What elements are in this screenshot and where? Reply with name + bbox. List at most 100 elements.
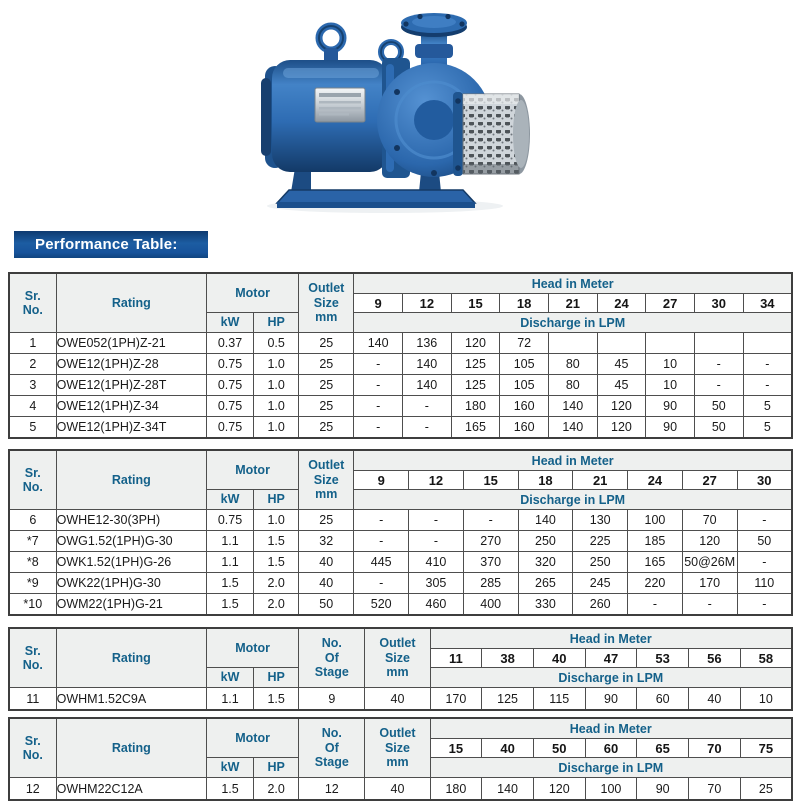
performance-table: Sr. No. Rating Motor No. Of Stage Outlet Siz…: [8, 627, 793, 711]
discharge-cell: 110: [736, 572, 793, 594]
stage-header: No. Of Stage: [298, 717, 366, 778]
kw-cell: 0.75: [205, 416, 255, 439]
head-value-header: 24: [627, 470, 683, 490]
discharge-cell: -: [408, 509, 464, 531]
outlet-size-cell: 40: [298, 572, 355, 594]
kw-header: kW: [205, 489, 255, 510]
discharge-cell: 330: [517, 593, 574, 616]
stage-header: No. Of Stage: [298, 627, 366, 688]
discharge-cell: 125: [481, 687, 534, 711]
stage-cell: 12: [298, 777, 366, 801]
outlet-size-header: Outlet Size mm: [364, 627, 431, 688]
performance-table: Sr. No. Rating Motor Outlet Size mm Head in …: [8, 449, 793, 616]
kw-cell: 0.75: [205, 353, 255, 375]
discharge-cell: 70: [681, 509, 738, 531]
table-row: 4 OWE12(1PH)Z-34 0.75 1.0 25- -180 160 140 120 90…: [8, 395, 793, 417]
discharge-cell: 136: [402, 332, 452, 354]
head-value-header: 30: [736, 470, 793, 490]
discharge-cell: 120: [681, 530, 738, 552]
head-value-header: 38: [481, 648, 534, 668]
head-value-header: 15: [429, 738, 483, 758]
kw-cell: 1.5: [205, 593, 255, 616]
head-value-header: 15: [450, 293, 501, 313]
hp-cell: 2.0: [253, 572, 300, 594]
discharge-cell: 72: [499, 332, 549, 354]
table-row: 2 OWE12(1PH)Z-28 0.75 1.0 25-140 125 105 80 45 10…: [8, 353, 793, 375]
discharge-cell: 250: [517, 530, 574, 552]
motor-header: Motor: [205, 449, 300, 490]
rating-cell: OWHM22C12A: [55, 777, 208, 801]
discharge-cell: 140: [481, 777, 534, 801]
kw-cell: 1.1: [205, 687, 255, 711]
sr-no-cell: 6: [8, 509, 57, 531]
discharge-cell: 50: [693, 395, 744, 417]
outlet-size-cell: 40: [298, 551, 355, 573]
discharge-cell: -: [353, 395, 403, 417]
outlet-size-cell: 25: [298, 353, 355, 375]
discharge-cell: 285: [462, 572, 519, 594]
pump-photo: [225, 0, 605, 220]
hp-cell: 1.5: [253, 687, 300, 711]
discharge-cell: -: [736, 551, 793, 573]
head-value-header: 50: [532, 738, 586, 758]
discharge-cell: 320: [517, 551, 574, 573]
head-value-header: 56: [687, 648, 741, 668]
discharge-cell: 80: [547, 353, 598, 375]
discharge-cell: 90: [584, 687, 638, 711]
table-row: 1 OWE052(1PH)Z-21 0.37 0.5 25 140 136 120 72: [8, 332, 793, 354]
head-value-header: 21: [572, 470, 629, 490]
outlet-size-cell: 25: [298, 332, 355, 354]
discharge-cell: 400: [462, 593, 519, 616]
discharge-cell: 185: [627, 530, 683, 552]
sr-no-cell: 12: [8, 777, 57, 801]
head-value-header: 21: [547, 293, 598, 313]
outlet-size-cell: 50: [298, 593, 355, 616]
discharge-cell: 410: [408, 551, 464, 573]
discharge-cell: 460: [408, 593, 464, 616]
outlet-size-cell: 25: [298, 509, 355, 531]
discharge-cell: -: [681, 593, 738, 616]
discharge-cell: 45: [596, 374, 647, 396]
hp-cell: 1.0: [253, 416, 300, 439]
discharge-cell: 50: [693, 416, 744, 439]
rating-header: Rating: [55, 449, 207, 510]
table-row: 3 OWE12(1PH)Z-28T 0.75 1.0 25-140 125 105 80 45 1…: [8, 374, 793, 396]
stage-cell: 9: [298, 687, 366, 711]
table-row: 5 OWE12(1PH)Z-34T 0.75 1.0 25- -165 160 140 120 9…: [8, 416, 793, 439]
discharge-cell: 120: [450, 332, 501, 354]
discharge-cell: 90: [636, 777, 689, 801]
sr-no-cell: 5: [8, 416, 57, 439]
performance-table-3: Sr. No. Rating Motor No. Of Stage Outlet Siz…: [8, 627, 793, 711]
hp-cell: 2.0: [253, 777, 300, 801]
discharge-cell: -: [402, 395, 452, 417]
discharge-cell: [596, 332, 647, 354]
head-in-meter-header: Head in Meter: [429, 627, 793, 649]
discharge-cell: 140: [547, 416, 598, 439]
hp-header: HP: [253, 312, 300, 333]
discharge-cell: -: [353, 572, 410, 594]
discharge-cell: 260: [572, 593, 629, 616]
hp-cell: 0.5: [253, 332, 300, 354]
discharge-cell: 70: [687, 777, 741, 801]
head-value-header: 53: [636, 648, 689, 668]
head-value-header: 18: [499, 293, 549, 313]
rating-cell: OWHM1.52C9A: [55, 687, 208, 711]
discharge-cell: -: [736, 509, 793, 531]
rating-header: Rating: [55, 627, 208, 688]
kw-cell: 1.1: [205, 530, 255, 552]
discharge-cell: -: [742, 374, 793, 396]
discharge-cell: 370: [462, 551, 519, 573]
discharge-cell: 10: [645, 353, 695, 375]
sr-no-header: Sr. No.: [8, 627, 57, 688]
head-value-header: 70: [687, 738, 741, 758]
discharge-cell: 225: [572, 530, 629, 552]
discharge-cell: 180: [450, 395, 501, 417]
performance-table-2: Sr. No. Rating Motor Outlet Size mm Head in …: [8, 449, 793, 616]
head-value-header: 9: [353, 293, 403, 313]
kw-cell: 0.75: [205, 374, 255, 396]
discharge-cell: 100: [627, 509, 683, 531]
head-value-header: 27: [645, 293, 695, 313]
discharge-cell: 170: [681, 572, 738, 594]
head-in-meter-header: Head in Meter: [353, 272, 793, 294]
table-row: *9 OWK22(1PH)G-30 1.5 2.0 40-305 285 265 245 220…: [8, 572, 793, 594]
